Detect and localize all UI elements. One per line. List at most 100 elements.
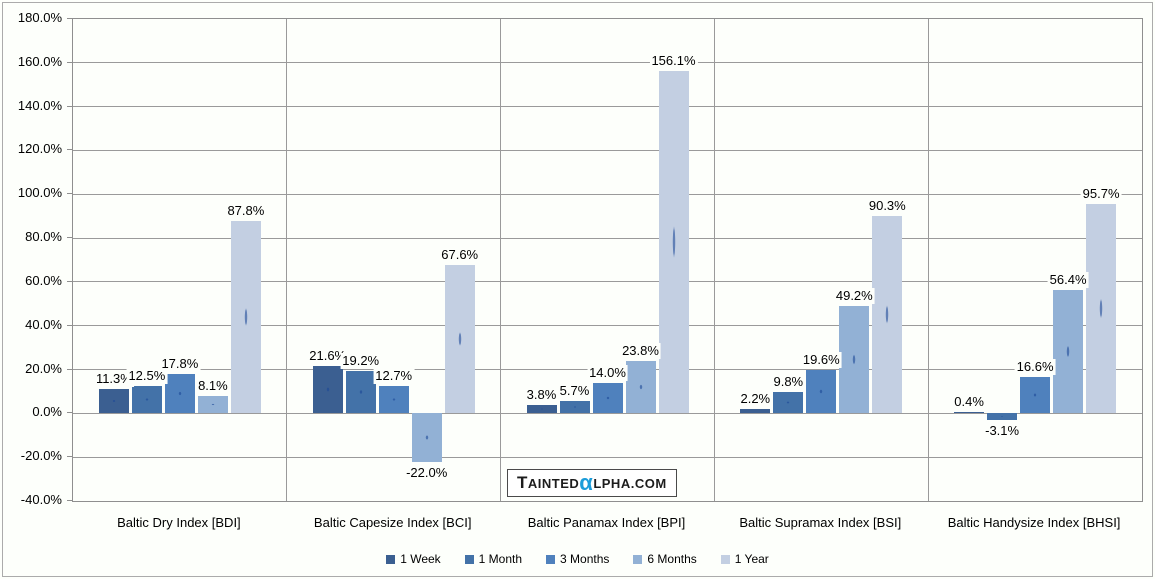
bar-value-label: 95.7% bbox=[1080, 185, 1122, 202]
bar-1-week-2 bbox=[312, 366, 343, 414]
bar-3-months-4 bbox=[806, 370, 837, 414]
bar-value-label: 11.3% bbox=[93, 370, 134, 387]
y-tick-label: 120.0% bbox=[17, 141, 62, 157]
bar-6-months-3 bbox=[625, 361, 656, 414]
y-axis-tick bbox=[67, 18, 72, 19]
y-axis-tick bbox=[67, 368, 72, 370]
bar-value-label: 23.8% bbox=[620, 343, 661, 360]
bar-value-label: 19.2% bbox=[340, 353, 382, 370]
y-tick-label: -20.0% bbox=[20, 448, 62, 464]
legend-label: 1 Month bbox=[478, 552, 523, 566]
legend-label: 6 Months bbox=[647, 552, 697, 566]
bar-6-months-4 bbox=[839, 305, 870, 414]
y-axis-tick bbox=[67, 500, 72, 501]
bar-1-week-4 bbox=[740, 408, 771, 414]
y-axis-tick bbox=[67, 237, 72, 239]
legend-swatch bbox=[633, 554, 643, 564]
y-tick-label: 20.0% bbox=[25, 360, 62, 376]
bar-6-months-5 bbox=[1053, 289, 1084, 414]
bar-1-week-5 bbox=[954, 412, 985, 414]
legend-swatch bbox=[386, 554, 396, 564]
y-axis-tick bbox=[67, 193, 72, 195]
legend-label: 3 Months bbox=[560, 552, 610, 566]
y-tick-label: 80.0% bbox=[25, 229, 62, 245]
y-axis-tick bbox=[67, 324, 72, 326]
bar-value-label: -22.0% bbox=[404, 464, 450, 481]
category-label: Baltic Panamax Index [BPI] bbox=[527, 515, 686, 530]
y-tick-label: 0.0% bbox=[32, 404, 62, 420]
bar-value-label: 21.6% bbox=[307, 348, 349, 365]
legend-label: 1 Week bbox=[400, 552, 441, 566]
bar-1-week-1 bbox=[98, 388, 129, 414]
bar-value-label: 12.7% bbox=[373, 367, 415, 384]
watermark-text: T bbox=[517, 473, 528, 492]
watermark: T AINTED α LPHA.COM bbox=[507, 469, 677, 497]
legend-item-1-week: 1 Week bbox=[386, 552, 441, 566]
y-axis-tick bbox=[67, 280, 72, 282]
bar-1-week-3 bbox=[526, 405, 557, 414]
bar-6-months-1 bbox=[197, 395, 228, 414]
y-tick-label: 180.0% bbox=[17, 10, 62, 25]
bar-1-month-3 bbox=[559, 400, 590, 414]
bar-value-label: 5.7% bbox=[557, 382, 592, 399]
bar-value-label: -3.1% bbox=[983, 423, 1022, 440]
gridline bbox=[73, 325, 1142, 327]
bar-3-months-2 bbox=[378, 385, 409, 414]
y-tick-label: 160.0% bbox=[17, 53, 62, 69]
category-separator bbox=[927, 19, 929, 501]
bar-1-year-1 bbox=[230, 221, 261, 414]
bar-value-label: 12.5% bbox=[126, 367, 168, 384]
bar-value-label: 2.2% bbox=[738, 390, 773, 407]
legend-swatch bbox=[464, 554, 474, 564]
category-separator bbox=[286, 19, 288, 501]
legend-item-1-month: 1 Month bbox=[464, 552, 523, 566]
bar-value-label: 67.6% bbox=[439, 247, 481, 264]
legend-swatch bbox=[546, 554, 556, 564]
legend-label: 1 Year bbox=[734, 552, 769, 566]
category-separator bbox=[500, 19, 502, 501]
bar-3-months-1 bbox=[164, 374, 195, 414]
y-tick-label: 140.0% bbox=[17, 97, 62, 113]
bar-6-months-2 bbox=[411, 413, 442, 462]
bar-value-label: 9.8% bbox=[771, 373, 806, 390]
bar-value-label: 87.8% bbox=[225, 203, 267, 219]
bar-1-year-3 bbox=[658, 71, 689, 414]
legend-item-1-year: 1 Year bbox=[720, 552, 769, 566]
bar-value-label: 56.4% bbox=[1047, 271, 1089, 288]
gridline bbox=[73, 62, 1142, 64]
bar-3-months-5 bbox=[1020, 376, 1051, 414]
y-tick-label: 60.0% bbox=[25, 272, 62, 288]
plot-area: 11.3% 12.5% 17.8% 8.1% 87.8% 21.6% 19.2% 12.7% -… bbox=[72, 18, 1143, 502]
category-label: Baltic Handysize Index [BHSI] bbox=[947, 515, 1121, 530]
bar-value-label: 17.8% bbox=[159, 356, 201, 373]
gridline bbox=[73, 106, 1142, 108]
y-tick-label: 40.0% bbox=[25, 316, 62, 332]
bar-1-year-5 bbox=[1086, 203, 1117, 414]
bar-1-month-1 bbox=[131, 385, 162, 414]
y-tick-label: -40.0% bbox=[20, 492, 62, 507]
category-separator bbox=[713, 19, 715, 501]
bar-value-label: 14.0% bbox=[587, 364, 628, 381]
legend: 1 Week 1 Month 3 Months 6 Months 1 Year bbox=[3, 550, 1152, 568]
y-axis-tick bbox=[67, 149, 72, 151]
bar-1-month-5 bbox=[987, 413, 1018, 421]
bar-1-year-4 bbox=[872, 215, 903, 414]
bar-value-label: 0.4% bbox=[952, 394, 986, 411]
alpha-glyph: α bbox=[579, 470, 594, 495]
legend-swatch bbox=[720, 554, 730, 564]
y-axis-tick bbox=[67, 456, 72, 458]
gridline bbox=[73, 412, 1142, 414]
gridline bbox=[73, 193, 1142, 195]
y-axis-tick bbox=[67, 61, 72, 63]
bar-value-label: 8.1% bbox=[196, 377, 230, 394]
gridline bbox=[73, 237, 1142, 239]
bar-value-label: 49.2% bbox=[833, 287, 875, 304]
bar-value-label: 90.3% bbox=[866, 197, 908, 214]
category-axis: Baltic Dry Index [BDI] Baltic Capesize In… bbox=[72, 514, 1141, 532]
y-tick-label: 100.0% bbox=[17, 185, 62, 201]
gridline bbox=[73, 281, 1142, 283]
bar-1-month-2 bbox=[345, 371, 376, 414]
bar-3-months-3 bbox=[592, 382, 623, 414]
legend-item-6-months: 6 Months bbox=[633, 552, 697, 566]
